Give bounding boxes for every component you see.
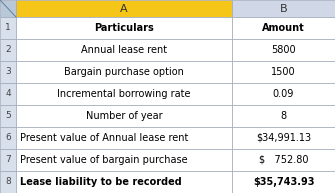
- Text: Incremental borrowing rate: Incremental borrowing rate: [57, 89, 191, 99]
- Bar: [0, 127, 16, 149]
- Text: Lease liability to be recorded: Lease liability to be recorded: [20, 177, 182, 187]
- Text: 5800: 5800: [271, 45, 296, 55]
- Bar: [16, 171, 232, 193]
- Bar: [0, 149, 16, 171]
- Bar: [232, 83, 335, 105]
- Bar: [232, 17, 335, 39]
- Bar: [16, 61, 232, 83]
- Bar: [232, 149, 335, 171]
- Bar: [0, 17, 16, 39]
- Text: 5: 5: [5, 112, 11, 120]
- Bar: [0, 61, 16, 83]
- Text: $34,991.13: $34,991.13: [256, 133, 311, 143]
- Bar: [0, 83, 16, 105]
- Text: Particulars: Particulars: [94, 23, 154, 33]
- Text: 0.09: 0.09: [273, 89, 294, 99]
- Text: Present value of Annual lease rent: Present value of Annual lease rent: [20, 133, 188, 143]
- Bar: [0, 0, 16, 17]
- Text: Number of year: Number of year: [86, 111, 162, 121]
- Bar: [232, 127, 335, 149]
- Bar: [232, 171, 335, 193]
- Bar: [0, 39, 16, 61]
- Text: Present value of bargain purchase: Present value of bargain purchase: [20, 155, 188, 165]
- Text: 4: 4: [5, 90, 11, 98]
- Bar: [0, 171, 16, 193]
- Text: 3: 3: [5, 68, 11, 76]
- Bar: [232, 39, 335, 61]
- Bar: [16, 105, 232, 127]
- Text: 1500: 1500: [271, 67, 296, 77]
- Text: $35,743.93: $35,743.93: [253, 177, 314, 187]
- Text: 6: 6: [5, 134, 11, 142]
- Bar: [232, 105, 335, 127]
- Text: Annual lease rent: Annual lease rent: [81, 45, 167, 55]
- Bar: [16, 39, 232, 61]
- Text: 7: 7: [5, 156, 11, 164]
- Text: Amount: Amount: [262, 23, 305, 33]
- Bar: [16, 149, 232, 171]
- Bar: [16, 83, 232, 105]
- Bar: [16, 17, 232, 39]
- Text: 2: 2: [5, 46, 11, 54]
- Text: 1: 1: [5, 24, 11, 32]
- Text: B: B: [280, 3, 287, 14]
- Text: A: A: [120, 3, 128, 14]
- Bar: [16, 127, 232, 149]
- Text: $   752.80: $ 752.80: [259, 155, 308, 165]
- Bar: [0, 105, 16, 127]
- Bar: [16, 0, 232, 17]
- Text: Bargain purchase option: Bargain purchase option: [64, 67, 184, 77]
- Text: 8: 8: [5, 178, 11, 186]
- Text: 8: 8: [280, 111, 286, 121]
- Bar: [232, 61, 335, 83]
- Bar: [232, 0, 335, 17]
